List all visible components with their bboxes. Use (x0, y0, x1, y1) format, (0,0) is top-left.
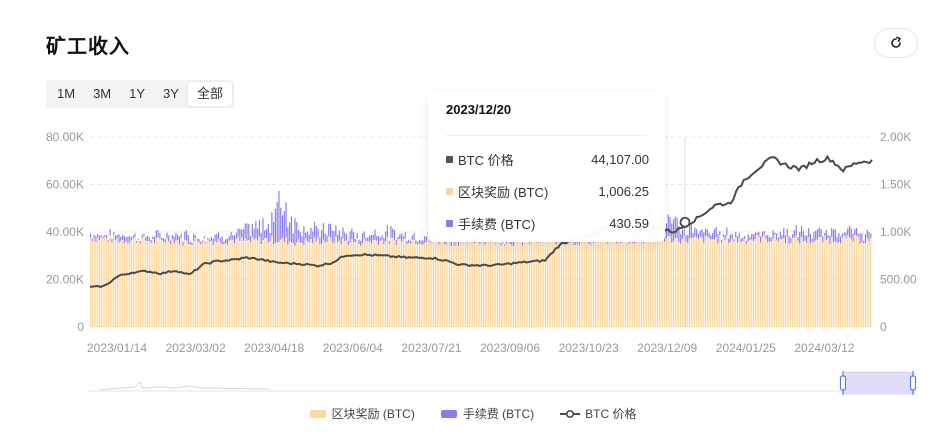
legend-item-block-reward[interactable]: 区块奖励 (BTC) (309, 405, 415, 422)
tooltip-value: 430.59 (609, 215, 649, 231)
block-reward-color-dot (446, 187, 453, 195)
range-tab-3y[interactable]: 3Y (163, 86, 179, 101)
svg-text:2023/03/02: 2023/03/02 (166, 341, 226, 355)
tooltip-row-fees: 手续费 (BTC) 430.59 (446, 213, 649, 233)
tooltip-row-price: BTC 价格 44,107.00 (446, 149, 649, 169)
legend-label: BTC 价格 (585, 407, 637, 421)
svg-text:2024/01/25: 2024/01/25 (716, 341, 776, 355)
tooltip-value: 44,107.00 (591, 151, 649, 167)
svg-text:0: 0 (77, 320, 84, 334)
svg-text:2023/01/14: 2023/01/14 (87, 341, 147, 355)
left-y-axis: 0 20.00K 40.00K 60.00K 80.00K (46, 130, 84, 334)
tooltip-label: BTC 价格 (458, 152, 514, 168)
range-tab-1y[interactable]: 1Y (129, 86, 146, 101)
svg-text:2024/03/12: 2024/03/12 (794, 341, 854, 355)
price-color-dot (446, 155, 453, 163)
svg-text:2.00K: 2.00K (880, 130, 911, 144)
zoom-handle[interactable] (839, 375, 847, 391)
refresh-icon (891, 36, 901, 48)
tooltip-divider (446, 135, 647, 136)
svg-text:0: 0 (880, 320, 887, 334)
chart-legend: 区块奖励 (BTC) 手续费 (BTC) BTC 价格 (0, 405, 946, 422)
page-title: 矿工收入 (46, 34, 130, 58)
legend-item-btc-price[interactable]: BTC 价格 (560, 405, 637, 422)
svg-text:2023/12/09: 2023/12/09 (637, 341, 697, 355)
range-tab-1m[interactable]: 1M (57, 86, 76, 101)
tooltip-label: 手续费 (BTC) (458, 216, 536, 232)
chart-tooltip: 2023/12/20 BTC 价格 44,107.00 区块奖励 (BTC) 1… (428, 92, 665, 242)
time-range-selector: 1M 3M 1Y 3Y 全部 (46, 80, 234, 108)
svg-text:2023/09/06: 2023/09/06 (480, 341, 540, 355)
fees-swatch-icon (440, 409, 457, 418)
tooltip-date: 2023/12/20 (446, 102, 512, 117)
tooltip-value: 1,006.25 (598, 183, 649, 199)
legend-label: 区块奖励 (BTC) (331, 407, 415, 421)
data-zoom-slider[interactable] (88, 371, 917, 395)
svg-text:2023/10/23: 2023/10/23 (559, 341, 619, 355)
svg-text:1.50K: 1.50K (880, 178, 911, 192)
refresh-button[interactable] (874, 28, 918, 58)
tooltip-row-block-reward: 区块奖励 (BTC) 1,006.25 (446, 181, 649, 201)
svg-text:40.00K: 40.00K (46, 225, 84, 239)
svg-text:2023/07/21: 2023/07/21 (401, 341, 461, 355)
svg-text:20.00K: 20.00K (46, 273, 84, 287)
svg-text:1.00K: 1.00K (880, 225, 911, 239)
line-marker-icon (560, 409, 581, 418)
svg-text:2023/04/18: 2023/04/18 (244, 341, 304, 355)
range-tab-3m[interactable]: 3M (93, 86, 112, 101)
svg-text:2023/06/04: 2023/06/04 (323, 341, 383, 355)
block-reward-swatch-icon (309, 409, 326, 418)
fees-color-dot (446, 219, 453, 227)
range-tab-all[interactable]: 全部 (187, 82, 232, 106)
tooltip-label: 区块奖励 (BTC) (458, 184, 549, 200)
svg-text:500.00: 500.00 (880, 273, 917, 287)
price-line-series (89, 137, 873, 327)
svg-text:80.00K: 80.00K (46, 130, 84, 144)
zoom-handle[interactable] (909, 375, 917, 391)
legend-item-fees[interactable]: 手续费 (BTC) (440, 405, 535, 422)
x-axis: 2023/01/14 2023/03/02 2023/04/18 2023/06/04… (87, 341, 855, 355)
right-y-axis: 0 500.00 1.00K 1.50K 2.00K (880, 130, 917, 334)
svg-text:60.00K: 60.00K (46, 178, 84, 192)
legend-label: 手续费 (BTC) (462, 407, 535, 421)
